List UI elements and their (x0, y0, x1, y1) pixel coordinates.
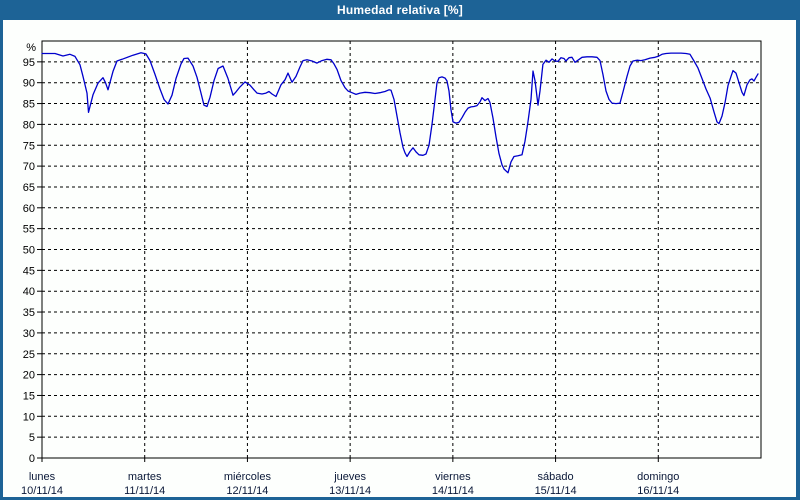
y-tick-label: 5 (29, 432, 35, 444)
chart-title: Humedad relativa [%] (336, 3, 464, 17)
y-tick-label: 35 (23, 307, 35, 319)
y-tick-label: 85 (23, 99, 35, 111)
x-day-label: miércoles (224, 471, 272, 483)
y-tick-label: 80 (23, 119, 35, 131)
y-tick-label: 95 (23, 57, 35, 69)
x-day-label: jueves (333, 471, 366, 483)
title-bar: Humedad relativa [%] (0, 0, 800, 20)
x-day-label: sábado (538, 471, 574, 483)
y-tick-label: 70 (23, 161, 35, 173)
y-tick-label: 15 (23, 390, 35, 402)
y-tick-label: 0 (29, 453, 35, 465)
x-day-label: lunes (29, 471, 56, 483)
x-day-label: martes (128, 471, 162, 483)
humidity-line-chart: 0 5 10 15 20 25 30 35 40 45 50 55 60 65 70 75 80 85 90 95% l… (21, 40, 762, 497)
x-date-label: 11/11/14 (124, 485, 165, 497)
y-tick-label: 75 (23, 140, 35, 152)
chart-panel: 0 5 10 15 20 25 30 35 40 45 50 55 60 65 70 75 80 85 90 95% l… (3, 20, 796, 497)
y-tick-label: 65 (23, 182, 35, 194)
y-tick-label: 55 (23, 224, 35, 236)
y-tick-label: 90 (23, 78, 35, 90)
y-tick-label: 60 (23, 203, 35, 215)
y-tick-label: 40 (23, 286, 35, 298)
x-date-label: 16/11/14 (637, 485, 679, 497)
humidity-series-line (41, 52, 759, 174)
x-date-label: 10/11/14 (21, 485, 63, 497)
x-date-label: 15/11/14 (535, 485, 577, 497)
y-axis-unit-label: % (26, 42, 36, 54)
plot-border (41, 40, 762, 459)
y-tick-label: 25 (23, 349, 35, 361)
y-tick-label: 30 (23, 328, 35, 340)
x-day-label: viernes (435, 471, 471, 483)
y-tick-label: 20 (23, 370, 35, 382)
y-tick-label: 45 (23, 265, 35, 277)
x-date-label: 13/11/14 (329, 485, 371, 497)
x-date-label: 12/11/14 (226, 485, 268, 497)
x-date-label: 14/11/14 (432, 485, 474, 497)
y-tick-label: 10 (23, 411, 35, 423)
y-tick-label: 50 (23, 245, 35, 257)
x-day-label: domingo (637, 471, 679, 483)
